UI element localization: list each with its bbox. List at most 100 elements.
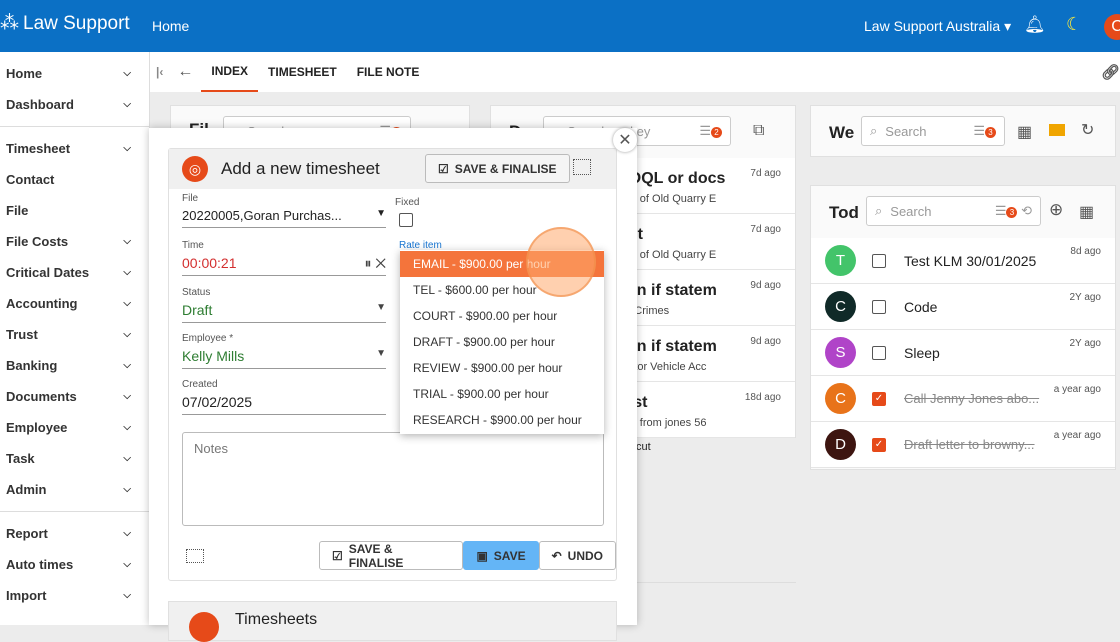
week-panel: We ⌕ Search ☰ 3 ▦ ↻: [810, 105, 1116, 157]
logo-icon: ⁂: [0, 13, 19, 34]
sidebar-item-dashboard[interactable]: Dashboard ⌵: [6, 97, 131, 112]
sidebar-item-timesheet[interactable]: Timesheet ⌵: [6, 141, 131, 156]
sidebar-item-task[interactable]: Task ⌵: [6, 451, 131, 466]
timer-icon: ◎: [182, 156, 208, 182]
chevron-down-icon: ⌵: [123, 590, 131, 601]
rate-option[interactable]: DRAFT - $900.00 per hour: [413, 335, 555, 349]
time-field[interactable]: Time 00:00:21 ⏸ ✕: [182, 240, 386, 276]
sidebar-item-trust[interactable]: Trust ⌵: [6, 327, 131, 342]
week-search-input[interactable]: ⌕ Search ☰ 3: [861, 116, 1005, 146]
sidebar-item-home[interactable]: Home ⌵: [6, 66, 131, 81]
created-field[interactable]: Created 07/02/2025: [182, 379, 386, 415]
chevron-down-icon: ⌵: [123, 143, 131, 154]
calendar-icon[interactable]: ▦: [1079, 204, 1095, 221]
chevron-down-icon: ⌵: [123, 298, 131, 309]
logo[interactable]: ⁂ Law Support: [0, 12, 130, 35]
org-selector[interactable]: Law Support Australia ▾: [864, 18, 1012, 34]
rate-option[interactable]: RESEARCH - $900.00 per hour: [413, 413, 582, 427]
sidebar-item-file-costs[interactable]: File Costs ⌵: [6, 234, 131, 249]
sidebar-item-employee[interactable]: Employee ⌵: [6, 420, 131, 435]
todo-item[interactable]: S Sleep 2Y ago: [811, 330, 1115, 376]
clipboard-check-icon: ☑: [438, 161, 449, 176]
calendar-icon[interactable]: ▦: [1017, 124, 1033, 141]
tab-index[interactable]: INDEX: [201, 52, 259, 92]
fixed-checkbox[interactable]: [399, 213, 413, 227]
avatar: D: [825, 429, 856, 460]
list-view-icon[interactable]: [1049, 124, 1065, 136]
status-field[interactable]: Status Draft ▼: [182, 287, 386, 323]
todo-checkbox[interactable]: [872, 345, 886, 360]
todo-search-input[interactable]: ⌕ Search ☰ 3 ⟲: [866, 196, 1041, 226]
avatar: C: [825, 291, 856, 322]
todo-checkbox[interactable]: [872, 253, 886, 268]
chevron-down-icon: ⌵: [123, 360, 131, 371]
chevron-down-icon: ⌵: [123, 329, 131, 340]
sidebar-item-critical-dates[interactable]: Critical Dates ⌵: [6, 265, 131, 280]
dock-icon[interactable]: [186, 549, 204, 563]
sidebar-item-report[interactable]: Report ⌵: [6, 526, 131, 541]
save-finalise-button[interactable]: ☑ SAVE & FINALISE: [319, 541, 464, 570]
chevron-down-icon: ⌵: [123, 236, 131, 247]
filter-icon: ☰ 2: [699, 123, 722, 139]
chevron-down-icon: ⌵: [123, 453, 131, 464]
todo-item[interactable]: C Code 2Y ago: [811, 284, 1115, 330]
todo-panel: Tod ⌕ Search ☰ 3 ⟲ ⊕ ▦ T Test KLM 30/01/202…: [810, 185, 1116, 470]
timesheets-panel: Timesheets: [168, 601, 617, 642]
avatar[interactable]: C: [1104, 14, 1120, 40]
chevron-down-icon: ⌵: [123, 528, 131, 539]
notes-textarea[interactable]: Notes: [182, 432, 604, 526]
first-page-icon[interactable]: |‹: [156, 65, 164, 79]
link-icon[interactable]: 🔗︎: [1100, 64, 1120, 81]
rate-option[interactable]: TEL - $600.00 per hour: [413, 283, 537, 297]
sidebar: Home ⌵ Dashboard ⌵ Timesheet ⌵ Contact File File…: [0, 52, 150, 625]
avatar: T: [825, 245, 856, 276]
undo-button[interactable]: ↶ UNDO: [538, 541, 616, 570]
floppy-icon: ▣: [476, 548, 488, 563]
bell-icon[interactable]: 🔔︎: [1024, 15, 1046, 34]
chevron-down-icon: ⌵: [123, 68, 131, 79]
rate-option[interactable]: COURT - $900.00 per hour: [413, 309, 558, 323]
sidebar-item-auto-times[interactable]: Auto times ⌵: [6, 557, 131, 572]
chevron-down-icon: ⌵: [123, 99, 131, 110]
chevron-down-icon: ⌵: [123, 391, 131, 402]
todo-checkbox[interactable]: ✓: [872, 437, 886, 452]
sidebar-item-import[interactable]: Import ⌵: [6, 588, 131, 603]
close-icon[interactable]: ✕: [613, 128, 637, 152]
dock-icon[interactable]: [573, 159, 591, 175]
todo-item[interactable]: T Test KLM 30/01/2025 8d ago: [811, 238, 1115, 284]
employee-field[interactable]: Employee * Kelly Mills ▼: [182, 333, 386, 369]
rate-option[interactable]: TRIAL - $900.00 per hour: [413, 387, 549, 401]
home-link[interactable]: Home: [152, 18, 190, 34]
tab-bar: |‹ ← INDEX TIMESHEET FILE NOTE 🔗︎: [150, 52, 1120, 92]
rate-option[interactable]: REVIEW - $900.00 per hour: [413, 361, 563, 375]
back-arrow-icon[interactable]: ←: [177, 63, 194, 80]
sidebar-item-admin[interactable]: Admin ⌵: [6, 482, 131, 497]
tab-file-note[interactable]: FILE NOTE: [356, 65, 420, 79]
file-field[interactable]: File 20220005,Goran Purchas... ▼: [182, 193, 386, 228]
moon-icon[interactable]: ☾: [1066, 14, 1083, 34]
todo-item[interactable]: D ✓ Draft letter to browny... a year ago: [811, 422, 1115, 468]
chevron-down-icon: ⌵: [123, 559, 131, 570]
sidebar-item-contact[interactable]: Contact: [6, 172, 55, 187]
todo-item[interactable]: C ✓ Call Jenny Jones abo... a year ago: [811, 376, 1115, 422]
todo-checkbox[interactable]: ✓: [872, 391, 886, 406]
save-finalise-button-top[interactable]: ☑ SAVE & FINALISE: [425, 154, 570, 183]
undo-icon: ↶: [551, 548, 562, 563]
tab-timesheet[interactable]: TIMESHEET: [268, 65, 337, 79]
app-header: ⁂ Law Support Home Law Support Australia …: [0, 0, 1120, 52]
sidebar-item-accounting[interactable]: Accounting ⌵: [6, 296, 131, 311]
sidebar-item-documents[interactable]: Documents ⌵: [6, 389, 131, 404]
add-icon[interactable]: ⊕: [1049, 200, 1064, 219]
refresh-icon[interactable]: ↻: [1081, 122, 1095, 139]
avatar: S: [825, 337, 856, 368]
sidebar-item-banking[interactable]: Banking ⌵: [6, 358, 131, 373]
chevron-down-icon: ⌵: [123, 267, 131, 278]
click-indicator: [526, 227, 596, 297]
open-external-icon[interactable]: ⧉: [753, 122, 765, 139]
sidebar-item-file[interactable]: File: [6, 203, 29, 218]
save-button[interactable]: ▣ SAVE: [463, 541, 539, 570]
dialog-title: Add a new timesheet: [221, 159, 380, 178]
todo-checkbox[interactable]: [872, 299, 886, 314]
chevron-down-icon: ⌵: [123, 484, 131, 495]
chevron-down-icon: ⌵: [123, 422, 131, 433]
